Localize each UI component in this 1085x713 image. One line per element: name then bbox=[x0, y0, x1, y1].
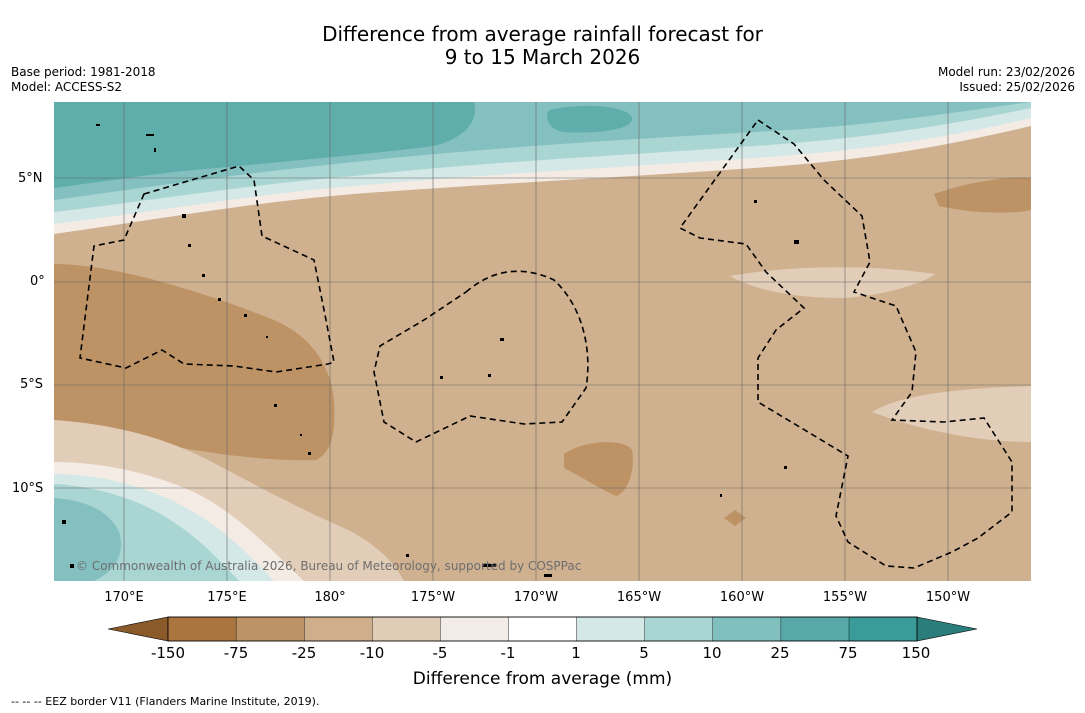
lat-label-5s: 5°S bbox=[20, 377, 44, 392]
east-light-dry-area bbox=[872, 386, 1031, 442]
colorbar-frame bbox=[167, 616, 918, 642]
colorbar-label: -150 bbox=[150, 644, 186, 662]
north-teal-patch bbox=[547, 105, 633, 133]
colorbar-bin bbox=[235, 616, 305, 642]
colorbar-bin bbox=[167, 616, 237, 642]
eez-footnote: -- -- -- EEZ border V11 (Flanders Marine… bbox=[11, 695, 320, 708]
central-dry-patch bbox=[564, 442, 633, 496]
lon-label-170w: 170°W bbox=[513, 590, 559, 605]
colorbar-label: 5 bbox=[639, 644, 649, 662]
lon-label-155w: 155°W bbox=[822, 590, 868, 605]
lon-label-160w: 160°W bbox=[719, 590, 765, 605]
colorbar-bin bbox=[440, 616, 510, 642]
graticule bbox=[54, 102, 1031, 581]
issued-date: Issued: 25/02/2026 bbox=[959, 80, 1075, 94]
central-light-dry-band bbox=[730, 267, 936, 298]
colorbar-label: -25 bbox=[291, 644, 317, 662]
eez-border-kiribati-line bbox=[678, 118, 1013, 569]
colorbar-label: -5 bbox=[432, 644, 448, 662]
islands bbox=[62, 124, 799, 577]
colorbar-bins bbox=[167, 616, 918, 642]
colorbar-label: 25 bbox=[770, 644, 790, 662]
rainfall-map bbox=[54, 102, 1031, 581]
base-period: Base period: 1981-2018 bbox=[11, 65, 156, 79]
colorbar-bin bbox=[508, 616, 578, 642]
copyright-text: © Commonwealth of Australia 2026, Bureau… bbox=[76, 559, 582, 573]
colorbar-bin bbox=[576, 616, 646, 642]
colorbar-title: Difference from average (mm) bbox=[412, 669, 673, 689]
colorbar-extend-low bbox=[108, 616, 169, 642]
colorbar-label: 150 bbox=[901, 644, 931, 662]
colorbar-label: 10 bbox=[702, 644, 722, 662]
colorbar-bin bbox=[644, 616, 714, 642]
chart-title-line1: Difference from average rainfall forecas… bbox=[322, 22, 763, 46]
lon-label-170e: 170°E bbox=[104, 590, 144, 605]
lon-label-165w: 165°W bbox=[616, 590, 662, 605]
north-teal-core bbox=[54, 102, 475, 188]
colorbar bbox=[108, 616, 978, 642]
east-dry-patch bbox=[934, 177, 1031, 213]
colorbar-label: -1 bbox=[500, 644, 516, 662]
lat-label-0: 0° bbox=[30, 274, 45, 289]
lat-label-10s: 10°S bbox=[12, 481, 44, 496]
chart-title-line2: 9 to 15 March 2026 bbox=[444, 45, 641, 69]
colorbar-label: 1 bbox=[571, 644, 581, 662]
eez-border-kiribati-phoenix bbox=[373, 270, 589, 443]
colorbar-label: -75 bbox=[223, 644, 249, 662]
model-name: Model: ACCESS-S2 bbox=[11, 80, 123, 94]
colorbar-bin bbox=[848, 616, 918, 642]
colorbar-bin bbox=[712, 616, 782, 642]
colorbar-label: 75 bbox=[838, 644, 858, 662]
colorbar-bin bbox=[303, 616, 373, 642]
lon-label-175w: 175°W bbox=[410, 590, 456, 605]
small-dry-spot bbox=[724, 510, 746, 526]
colorbar-extend-high bbox=[916, 616, 978, 642]
south-mid-teal-band bbox=[54, 498, 122, 581]
colorbar-label: -10 bbox=[359, 644, 385, 662]
colorbar-bin bbox=[372, 616, 441, 642]
eez-borders bbox=[79, 118, 1013, 569]
lon-label-175e: 175°E bbox=[207, 590, 247, 605]
lon-label-150w: 150°W bbox=[925, 590, 971, 605]
model-run: Model run: 23/02/2026 bbox=[937, 65, 1075, 79]
lon-label-180: 180° bbox=[314, 590, 346, 605]
colorbar-bin bbox=[780, 616, 850, 642]
lat-label-5n: 5°N bbox=[18, 171, 43, 186]
